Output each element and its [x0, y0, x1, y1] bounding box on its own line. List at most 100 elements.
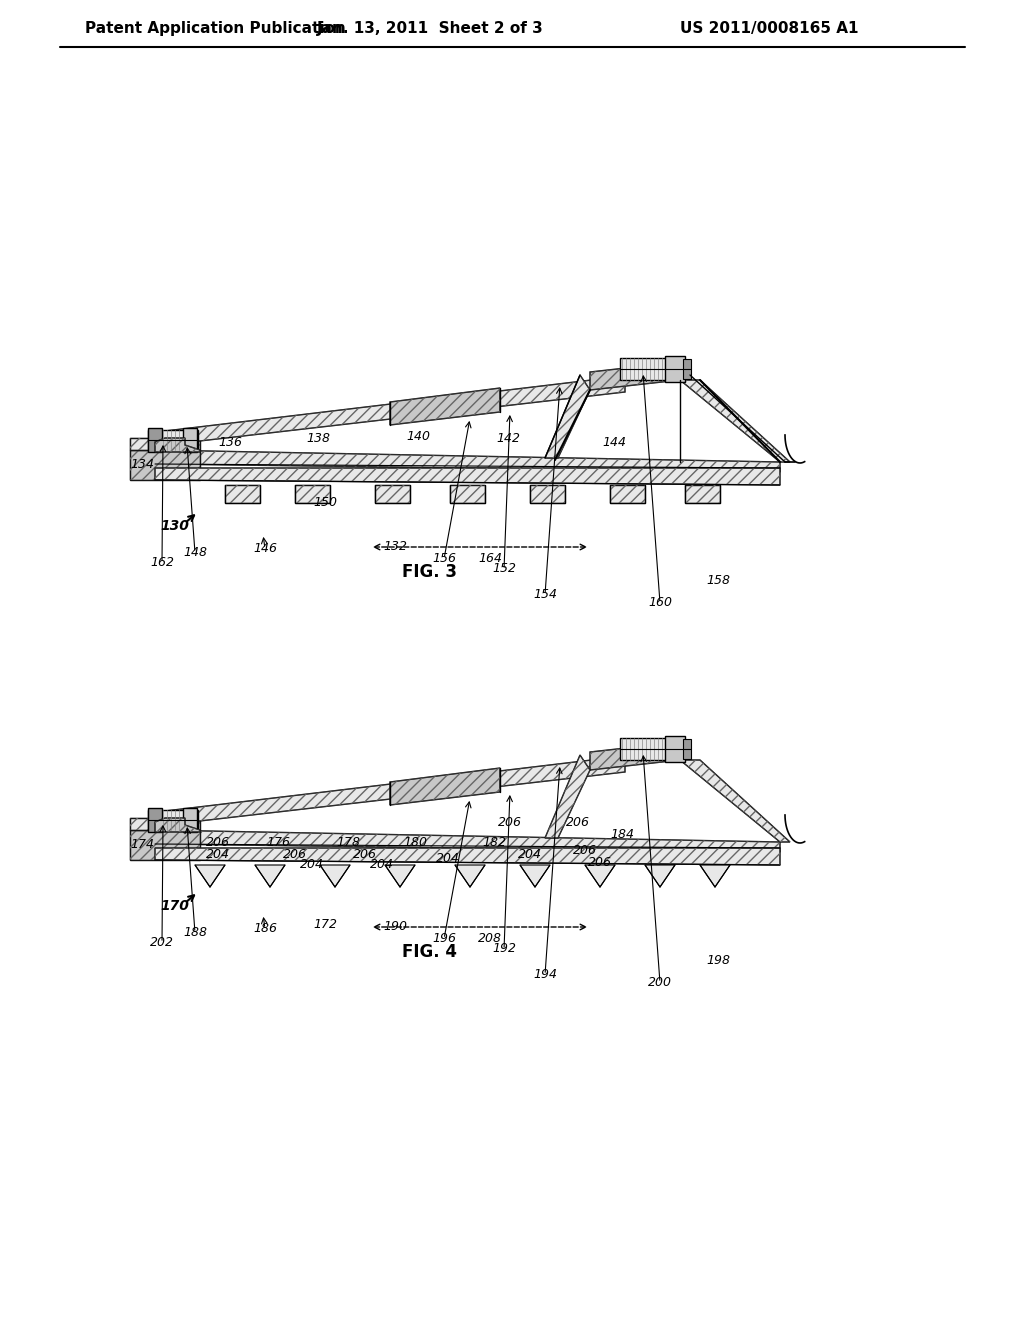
Polygon shape	[255, 865, 285, 887]
Text: 204: 204	[436, 851, 460, 865]
Polygon shape	[195, 865, 225, 887]
Polygon shape	[155, 830, 780, 851]
Text: 206: 206	[353, 849, 377, 862]
Text: Jan. 13, 2011  Sheet 2 of 3: Jan. 13, 2011 Sheet 2 of 3	[316, 21, 544, 36]
Text: Patent Application Publication: Patent Application Publication	[85, 21, 346, 36]
Polygon shape	[165, 756, 625, 825]
Text: 192: 192	[492, 942, 516, 956]
Polygon shape	[319, 865, 350, 887]
Text: US 2011/0008165 A1: US 2011/0008165 A1	[680, 21, 858, 36]
Bar	[183, 808, 197, 832]
Polygon shape	[590, 742, 680, 770]
Bar	[665, 356, 685, 381]
Text: 208: 208	[478, 932, 502, 945]
Text: 164: 164	[478, 552, 502, 565]
Polygon shape	[130, 450, 200, 480]
Text: 180: 180	[403, 836, 427, 849]
Text: 202: 202	[150, 936, 174, 949]
Text: 186: 186	[253, 921, 278, 935]
Text: 200: 200	[648, 975, 672, 989]
Polygon shape	[155, 438, 200, 451]
Polygon shape	[390, 768, 500, 805]
Polygon shape	[130, 830, 200, 861]
Polygon shape	[590, 362, 680, 389]
Text: 150: 150	[313, 495, 337, 508]
Text: 204: 204	[206, 849, 230, 862]
Text: 182: 182	[482, 836, 506, 849]
Bar	[683, 739, 691, 759]
Bar	[620, 738, 672, 760]
Text: FIG. 4: FIG. 4	[402, 942, 458, 961]
Bar	[148, 808, 162, 832]
Text: 148: 148	[183, 545, 207, 558]
Bar	[683, 359, 691, 379]
Text: 162: 162	[150, 556, 174, 569]
Bar	[148, 810, 198, 830]
Polygon shape	[545, 755, 590, 838]
Text: 204: 204	[300, 858, 324, 871]
Text: 206: 206	[283, 849, 307, 862]
Polygon shape	[375, 484, 410, 503]
Text: 206: 206	[573, 843, 597, 857]
Polygon shape	[155, 847, 780, 865]
Bar	[183, 428, 197, 451]
Polygon shape	[155, 469, 780, 484]
Polygon shape	[680, 380, 790, 462]
Text: 140: 140	[406, 429, 430, 442]
Polygon shape	[685, 484, 720, 503]
Text: 206: 206	[566, 817, 590, 829]
Polygon shape	[225, 484, 260, 503]
Polygon shape	[530, 484, 565, 503]
Text: 188: 188	[183, 925, 207, 939]
Polygon shape	[450, 484, 485, 503]
Text: 152: 152	[492, 562, 516, 576]
Text: 196: 196	[432, 932, 456, 945]
Text: 156: 156	[432, 552, 456, 565]
Polygon shape	[585, 865, 615, 887]
Text: 174: 174	[130, 838, 154, 851]
Text: 146: 146	[253, 541, 278, 554]
Text: 176: 176	[266, 836, 290, 849]
Polygon shape	[645, 865, 675, 887]
Text: 138: 138	[306, 433, 330, 446]
Text: 158: 158	[706, 573, 730, 586]
Polygon shape	[520, 865, 550, 887]
Text: 194: 194	[534, 968, 557, 981]
Text: 172: 172	[313, 919, 337, 932]
Polygon shape	[700, 865, 730, 887]
Text: 134: 134	[130, 458, 154, 471]
Text: 206: 206	[588, 855, 612, 869]
Text: 198: 198	[706, 953, 730, 966]
Text: FIG. 3: FIG. 3	[402, 564, 458, 581]
Text: 142: 142	[496, 432, 520, 445]
Polygon shape	[295, 484, 330, 503]
Text: 206: 206	[206, 836, 230, 849]
Polygon shape	[155, 450, 780, 473]
Bar	[620, 358, 672, 380]
Text: 144: 144	[602, 436, 626, 449]
Text: 154: 154	[534, 587, 557, 601]
Polygon shape	[385, 865, 415, 887]
Text: 204: 204	[370, 858, 394, 871]
Text: 178: 178	[336, 836, 360, 849]
Text: 184: 184	[610, 828, 634, 841]
Bar	[148, 430, 198, 450]
Polygon shape	[610, 484, 645, 503]
Polygon shape	[455, 865, 485, 887]
Bar	[665, 737, 685, 762]
Polygon shape	[545, 375, 590, 458]
Polygon shape	[390, 388, 500, 425]
Polygon shape	[165, 376, 625, 445]
Polygon shape	[680, 760, 790, 842]
Text: 160: 160	[648, 595, 672, 609]
Text: 206: 206	[498, 816, 522, 829]
Text: 170: 170	[161, 899, 189, 913]
Text: 190: 190	[383, 920, 407, 933]
Text: 132: 132	[383, 540, 407, 553]
Polygon shape	[155, 818, 200, 832]
Polygon shape	[130, 438, 200, 450]
Bar	[148, 428, 162, 451]
Polygon shape	[130, 818, 200, 830]
Text: 204: 204	[518, 849, 542, 862]
Text: 130: 130	[161, 519, 189, 533]
